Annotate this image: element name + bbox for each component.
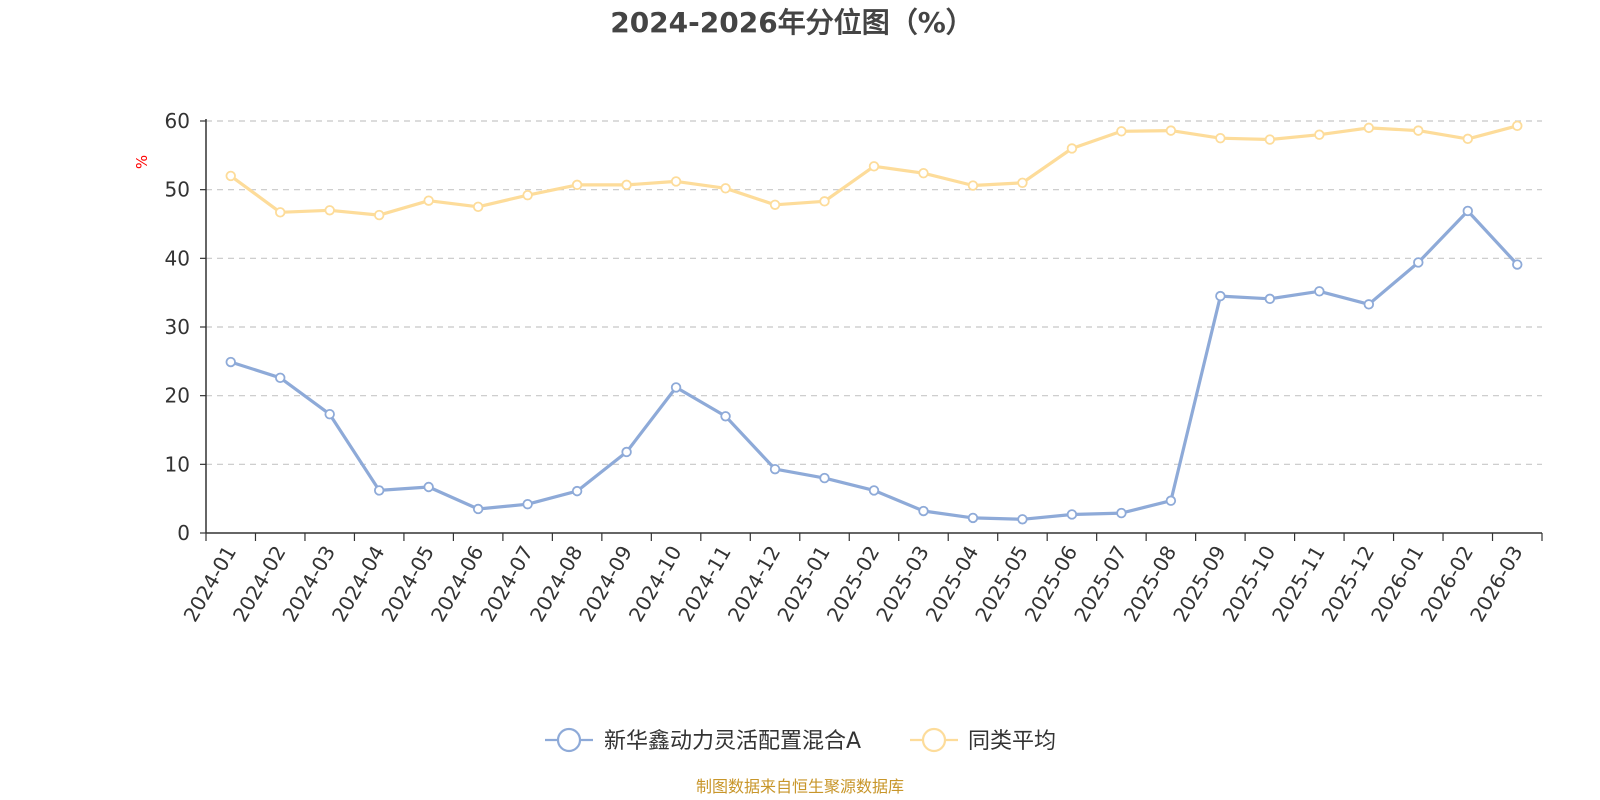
data-source-note: 制图数据来自恒生聚源数据库 — [696, 777, 904, 796]
legend[interactable]: 新华鑫动力灵活配置混合A 同类平均 — [545, 727, 1056, 754]
series-1-point — [1264, 134, 1276, 145]
series-0-point — [324, 409, 335, 420]
y-tick-label: 10 — [165, 452, 190, 476]
y-tick-label: 40 — [165, 246, 190, 270]
y-tick-label: 50 — [165, 178, 190, 202]
series-1-point — [472, 201, 484, 213]
series-1-point — [522, 189, 533, 201]
series-0-point — [1314, 286, 1325, 297]
series-1-point — [1215, 132, 1226, 144]
series-0-point — [720, 411, 731, 422]
series-0-point — [1066, 509, 1078, 520]
series-1-point — [225, 170, 236, 182]
series-1-point — [1116, 126, 1127, 137]
series-0-point — [967, 512, 979, 524]
series-0-point — [225, 356, 236, 368]
series-0-point — [769, 463, 781, 475]
series-0-point — [1264, 293, 1276, 305]
series-1-point — [1413, 125, 1424, 136]
series-0-point — [621, 446, 632, 458]
series-1-point — [571, 179, 583, 191]
legend-label: 新华鑫动力灵活配置混合A — [604, 729, 861, 754]
series-1-point — [324, 205, 335, 216]
grid-lines — [206, 120, 1542, 465]
series-0-point — [918, 505, 929, 517]
series-line-0 — [229, 209, 1519, 521]
series-1-point — [1066, 143, 1078, 154]
series-0-point — [571, 485, 583, 497]
series-0-point — [1462, 205, 1473, 217]
series-0-point — [1017, 514, 1028, 525]
series-layer — [225, 120, 1523, 525]
series-0-point — [472, 503, 484, 515]
series-1-point — [275, 207, 286, 218]
y-tick-label: 20 — [165, 384, 190, 408]
series-0-point — [1215, 290, 1226, 302]
series-0-point — [373, 485, 385, 496]
series-0-point — [1363, 299, 1375, 310]
legend-label: 同类平均 — [968, 729, 1056, 754]
series-0-point — [522, 498, 533, 510]
series-0-point — [670, 382, 682, 393]
series-0-point — [275, 372, 286, 384]
series-0-point — [423, 481, 434, 493]
series-0-point — [1512, 259, 1523, 270]
series-1-point — [868, 161, 880, 172]
series-1-point — [373, 209, 385, 221]
legend-circle-icon — [556, 727, 582, 753]
series-1-point — [423, 195, 434, 206]
legend-item-0[interactable]: 新华鑫动力灵活配置混合A — [545, 727, 861, 754]
y-tick-label: 60 — [165, 109, 190, 133]
series-1-point — [1017, 177, 1028, 189]
series-0-point — [1116, 507, 1127, 519]
series-1-point — [918, 167, 929, 179]
y-tick-label: 0 — [177, 521, 190, 545]
legend-circle-icon — [921, 727, 947, 753]
series-1-point — [1462, 133, 1473, 145]
series-1-point — [819, 196, 830, 207]
series-1-point — [1165, 125, 1177, 136]
y-axis-unit-label: % — [133, 155, 151, 169]
series-1-point — [1512, 120, 1523, 132]
series-1-point — [1314, 129, 1325, 140]
series-1-point — [1363, 122, 1375, 134]
series-0-point — [1413, 257, 1424, 268]
series-1-point — [769, 199, 781, 210]
legend-item-1[interactable]: 同类平均 — [910, 727, 1056, 754]
series-0-point — [819, 472, 830, 484]
series-0-point — [1165, 495, 1177, 506]
axes: 01020304050602024-012024-022024-032024-0… — [165, 109, 1543, 626]
series-0-point — [868, 485, 880, 496]
series-1-point — [967, 180, 979, 191]
series-1-point — [720, 183, 731, 194]
series-1-point — [621, 179, 632, 191]
series-1-point — [670, 176, 682, 187]
y-tick-label: 30 — [165, 315, 190, 339]
chart-title: 2024-2026年分位图（%） — [610, 6, 974, 39]
